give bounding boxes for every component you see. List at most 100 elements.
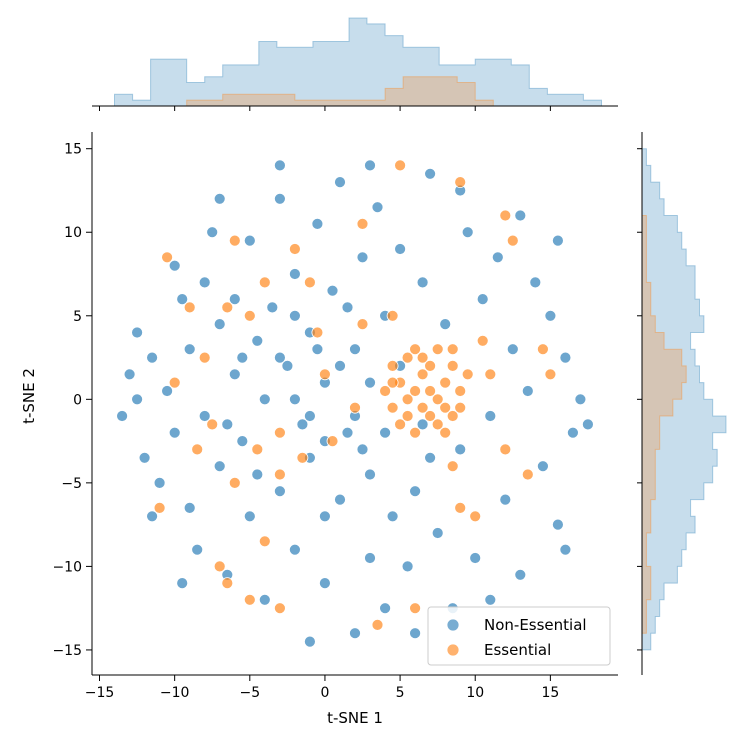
point-non-essential-70: [529, 276, 542, 289]
right-marginal-histogram: [637, 132, 727, 675]
y-tick-label: −5: [61, 476, 82, 492]
x-tick-label: 0: [320, 685, 329, 701]
point-essential-49: [258, 535, 271, 548]
top-marginal-histogram: [92, 17, 618, 111]
point-non-essential-41: [334, 176, 346, 189]
x-tick-label: 15: [541, 685, 559, 701]
point-essential-23: [446, 343, 459, 356]
point-essential-12: [416, 401, 429, 414]
point-non-essential-61: [461, 226, 474, 239]
point-non-essential-71: [537, 460, 549, 473]
y-axis-label: t-SNE 2: [20, 368, 38, 424]
point-essential-5: [424, 359, 437, 372]
point-essential-31: [198, 351, 211, 364]
point-non-essential-92: [288, 393, 301, 406]
point-essential-41: [206, 418, 219, 431]
point-essential-25: [424, 385, 437, 397]
top-hist-non-essential: [114, 17, 602, 107]
point-non-essential-66: [499, 493, 512, 506]
point-essential-54: [446, 460, 459, 473]
point-essential-40: [326, 435, 339, 448]
point-non-essential-75: [567, 426, 579, 439]
point-essential-11: [401, 410, 414, 422]
point-essential-52: [469, 510, 482, 523]
point-essential-32: [221, 301, 234, 314]
x-tick-label: 5: [396, 685, 405, 701]
point-essential-39: [251, 443, 264, 456]
point-non-essential-101: [341, 301, 354, 314]
point-essential-42: [191, 443, 204, 456]
point-non-essential-5: [153, 476, 166, 489]
point-essential-26: [416, 351, 429, 364]
point-essential-44: [273, 468, 286, 481]
point-non-essential-21: [236, 435, 249, 448]
point-essential-16: [409, 426, 422, 439]
point-essential-14: [446, 410, 459, 422]
point-non-essential-2: [131, 326, 144, 339]
point-non-essential-24: [251, 334, 264, 347]
point-essential-68: [153, 501, 166, 514]
point-non-essential-25: [258, 593, 271, 606]
point-non-essential-33: [296, 418, 309, 431]
point-non-essential-104: [311, 343, 324, 356]
point-essential-63: [311, 326, 324, 339]
point-non-essential-98: [273, 351, 286, 364]
point-non-essential-46: [364, 468, 376, 481]
right-hist-non-essential: [641, 148, 727, 651]
point-non-essential-62: [469, 552, 482, 564]
legend-label-non-essential: Non-Essential: [484, 616, 587, 634]
point-essential-21: [409, 343, 422, 356]
point-non-essential-11: [183, 343, 196, 356]
point-essential-64: [349, 401, 361, 414]
point-non-essential-96: [364, 376, 376, 389]
point-essential-4: [416, 368, 429, 381]
point-essential-48: [273, 602, 286, 615]
point-essential-17: [424, 410, 437, 422]
x-tick-label: −15: [85, 685, 115, 701]
point-non-essential-12: [191, 543, 204, 556]
point-non-essential-48: [371, 201, 384, 214]
point-essential-10: [386, 401, 399, 414]
point-essential-35: [228, 234, 241, 247]
point-non-essential-27: [266, 301, 279, 314]
point-essential-56: [506, 234, 519, 247]
point-non-essential-82: [146, 510, 159, 523]
point-essential-7: [439, 376, 452, 389]
point-non-essential-88: [514, 209, 527, 222]
point-non-essential-103: [379, 426, 392, 439]
point-non-essential-78: [484, 593, 497, 606]
point-non-essential-64: [484, 410, 497, 422]
point-non-essential-6: [161, 385, 174, 397]
point-essential-30: [168, 376, 181, 389]
point-essential-29: [439, 401, 452, 414]
point-essential-71: [484, 368, 497, 381]
point-non-essential-105: [416, 418, 429, 431]
point-non-essential-99: [356, 443, 369, 456]
point-non-essential-42: [341, 426, 354, 439]
y-tick-label: 5: [73, 309, 82, 325]
point-non-essential-36: [311, 217, 324, 230]
point-non-essential-44: [349, 627, 361, 640]
point-non-essential-94: [334, 359, 346, 372]
legend-marker-essential: [446, 643, 460, 657]
point-essential-20: [379, 385, 392, 397]
point-essential-36: [288, 243, 301, 255]
point-non-essential-90: [559, 543, 572, 556]
y-tick-label: −10: [52, 559, 82, 575]
point-non-essential-60: [454, 443, 467, 456]
point-non-essential-56: [424, 167, 437, 180]
point-non-essential-45: [356, 251, 369, 264]
point-essential-60: [454, 176, 467, 189]
point-non-essential-54: [409, 485, 422, 498]
point-essential-13: [431, 418, 444, 431]
axes: −15 −10 −5 0 5 10 15 −15 −10 −5 0 5 10 15: [52, 132, 618, 701]
y-tick-label: 10: [64, 225, 82, 241]
point-essential-47: [243, 593, 256, 606]
point-essential-15: [394, 418, 407, 431]
point-non-essential-73: [552, 518, 564, 531]
x-tick-label: −10: [160, 685, 190, 701]
point-non-essential-26: [258, 393, 271, 406]
point-non-essential-91: [318, 510, 331, 523]
point-non-essential-68: [514, 568, 527, 581]
